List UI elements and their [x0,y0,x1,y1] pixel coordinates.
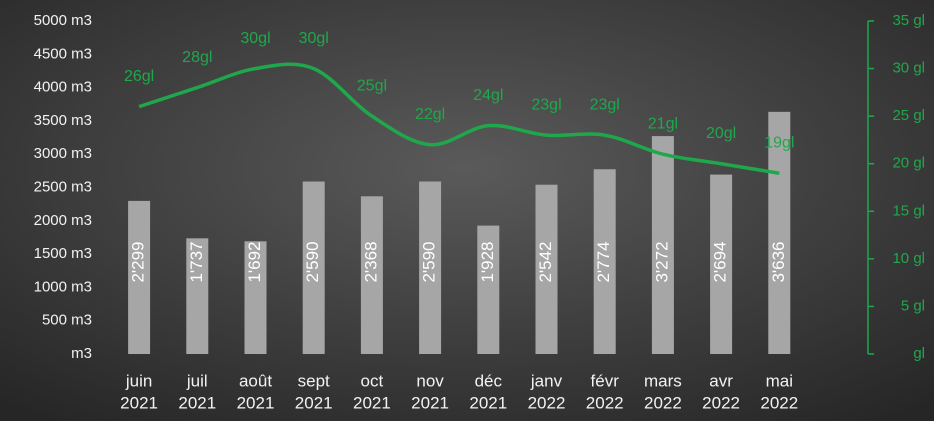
line-value-label: 23gl [590,96,620,113]
line-value-label: 25gl [357,77,387,94]
bar-value-label: 2'774 [594,241,613,282]
x-tick-label: 2022 [644,393,682,412]
x-tick-label: 2022 [760,393,798,412]
bar [128,200,151,354]
line-value-label: 24gl [473,87,503,104]
y-tick-label: 500 m3 [42,312,92,329]
x-tick-label: 2021 [120,393,158,412]
x-tick-label: 2021 [353,393,391,412]
y-tick-label: 1500 m3 [34,245,92,262]
bar-value-label: 2'299 [129,241,148,282]
bar-value-label: 2'368 [361,241,380,282]
bar [535,184,558,354]
line-value-label: 30gl [240,30,270,47]
bar-value-label: 2'590 [303,241,322,282]
x-tick-label: sept [298,371,330,390]
x-tick-label: août [239,371,272,390]
x-tick-label: 2022 [528,393,566,412]
y2-tick-label: 20 gl [892,155,925,172]
line-value-label: 19gl [764,134,794,151]
bar-value-label: 1'928 [478,241,497,282]
y2-tick-label: 35 gl [892,12,925,29]
x-tick-label: nov [416,371,444,390]
bar-value-label: 2'590 [420,241,439,282]
x-tick-label: avr [709,371,733,390]
y-tick-label: 2000 m3 [34,212,92,229]
x-tick-label: 2021 [178,393,216,412]
bar [477,225,500,354]
line-value-label: 22gl [415,106,445,123]
y-tick-label: 1000 m3 [34,278,92,295]
y2-tick-label: 25 gl [892,107,925,124]
bar-value-label: 2'542 [536,241,555,282]
bar [360,196,383,354]
x-tick-label: 2022 [586,393,624,412]
x-tick-label: juil [186,371,208,390]
bar-value-label: 1'737 [187,241,206,282]
bar-value-label: 1'692 [245,241,264,282]
bar [244,241,267,354]
x-tick-label: 2021 [469,393,507,412]
x-tick-label: juin [125,371,152,390]
x-tick-label: mai [766,371,793,390]
x-tick-label: 2021 [237,393,275,412]
bar [186,238,209,354]
x-tick-label: 2021 [411,393,449,412]
y-tick-label: 4500 m3 [34,45,92,62]
line-value-label: 20gl [706,125,736,142]
x-tick-label: déc [475,371,503,390]
x-tick-label: 2022 [702,393,740,412]
line-value-label: 26gl [124,68,154,85]
line-value-label: 21gl [648,115,678,132]
line-value-label: 30gl [299,30,329,47]
line-value-label: 23gl [531,96,561,113]
bar-value-label: 3'272 [652,241,671,282]
x-tick-label: févr [591,371,620,390]
bar [419,181,442,354]
bar-value-label: 3'636 [769,241,788,282]
bar [593,169,616,354]
y2-tick-label: 30 gl [892,60,925,77]
y-tick-label: 5000 m3 [34,12,92,29]
bar-value-label: 2'694 [711,241,730,282]
line [138,62,780,175]
y-tick-label: m3 [71,345,92,362]
y2-tick-label: 10 gl [892,250,925,267]
y-tick-label: 3000 m3 [34,145,92,162]
line-value-label: 28gl [182,49,212,66]
x-tick-label: oct [361,371,384,390]
y2-tick-label: 15 gl [892,202,925,219]
x-tick-label: janv [530,371,563,390]
y-tick-label: 4000 m3 [34,79,92,96]
y2-tick-label: gl [913,345,925,362]
x-tick-label: 2021 [295,393,333,412]
bar [302,181,325,354]
y-tick-label: 3500 m3 [34,112,92,129]
y2-tick-label: 5 gl [901,297,925,314]
bar [710,174,733,354]
y-tick-label: 2500 m3 [34,178,92,195]
x-tick-label: mars [644,371,682,390]
bar [651,136,674,354]
